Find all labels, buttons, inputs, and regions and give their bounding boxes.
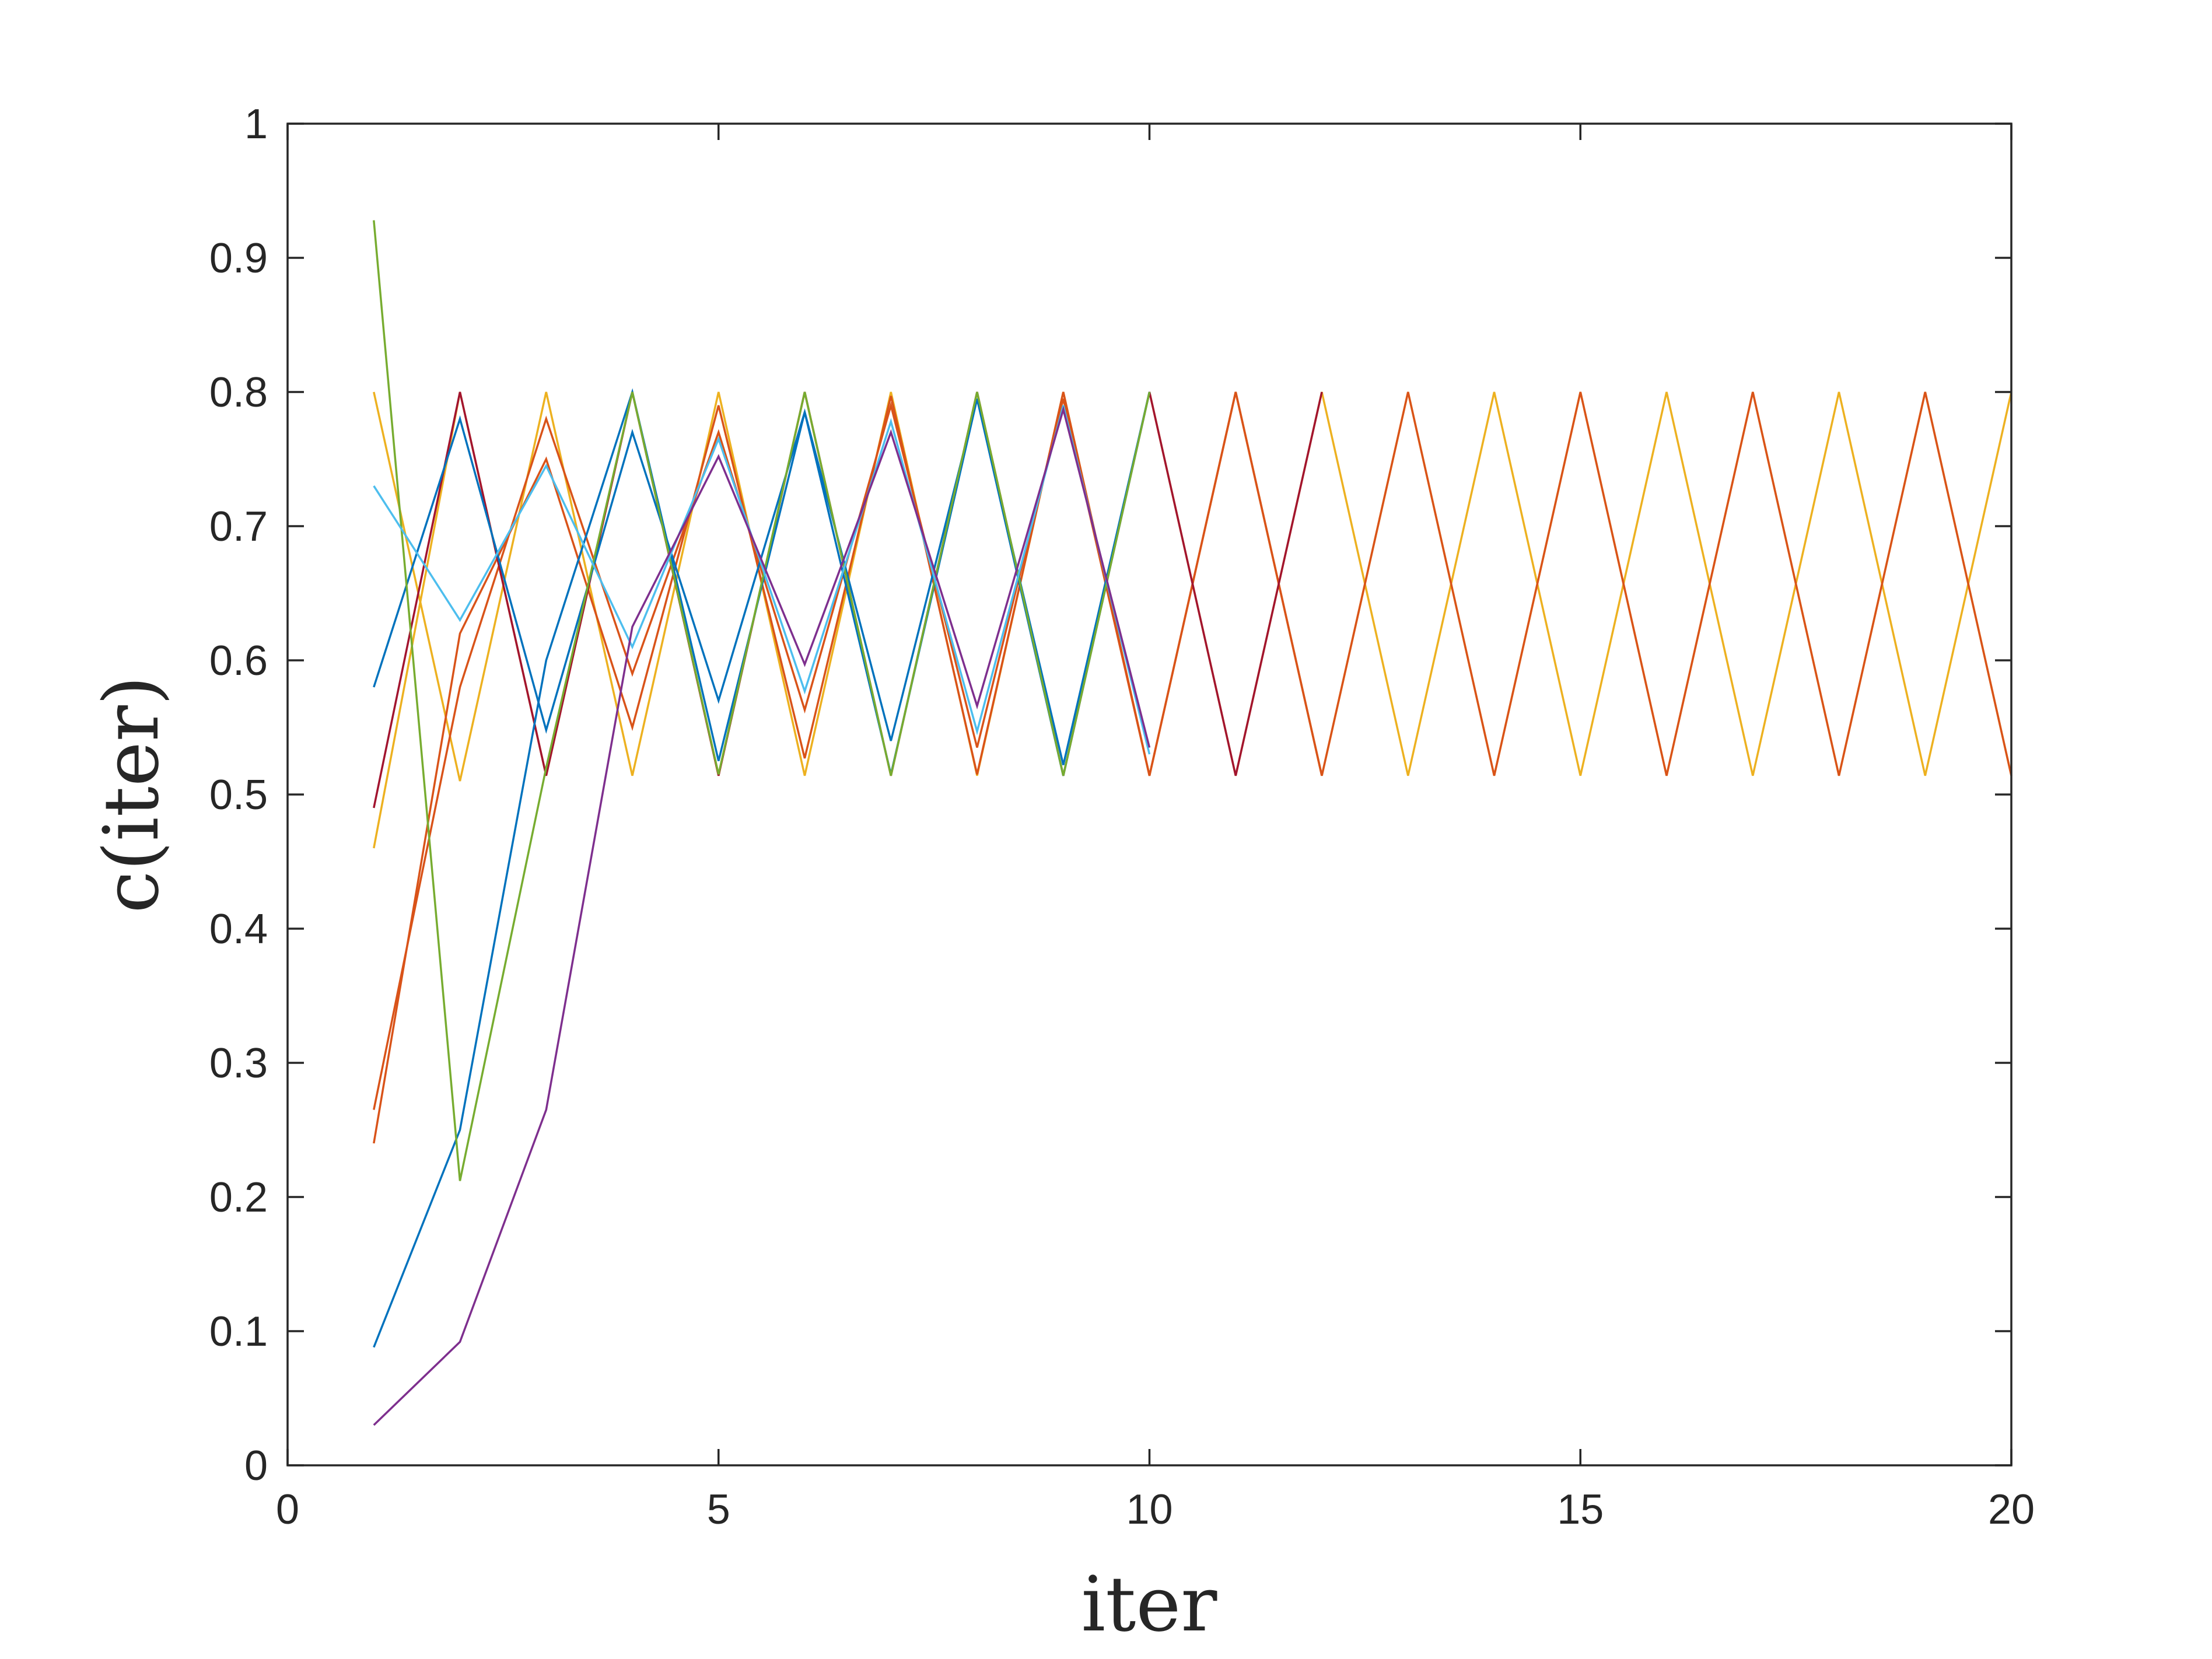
y-tick-label: 0.6: [209, 638, 268, 684]
x-tick-label: 5: [707, 1486, 730, 1533]
series-line-10: [373, 405, 1151, 1426]
x-tick-label: 10: [1126, 1486, 1172, 1533]
y-tick-label: 0.2: [209, 1174, 268, 1221]
series-layer: [373, 220, 2013, 1426]
tick-layer: 0 5 10 15 20 0 0.1 0.2 0.3 0.4 0.5 0.6 0.7 0.8 0.9 1: [209, 101, 2035, 1533]
y-axis-label: c(iter): [87, 676, 176, 913]
x-tick-label: 0: [276, 1486, 299, 1533]
y-tick-label: 0.4: [209, 906, 268, 953]
plot-area: [288, 124, 2011, 1465]
y-tick-label: 0.7: [209, 503, 268, 550]
x-tick-label: 20: [1988, 1486, 2035, 1533]
x-axis-label: iter: [1082, 1560, 1218, 1648]
y-tick-label: 0: [244, 1443, 268, 1489]
series-line-9: [373, 405, 1151, 755]
y-tick-label: 0.1: [209, 1308, 268, 1355]
series-line-8: [373, 220, 1151, 1181]
y-tick-label: 0.5: [209, 772, 268, 818]
y-tick-label: 1: [244, 101, 268, 148]
y-tick-label: 0.9: [209, 235, 268, 282]
y-tick-label: 0.8: [209, 369, 268, 416]
x-tick-label: 15: [1557, 1486, 1604, 1533]
y-tick-label: 0.3: [209, 1040, 268, 1087]
